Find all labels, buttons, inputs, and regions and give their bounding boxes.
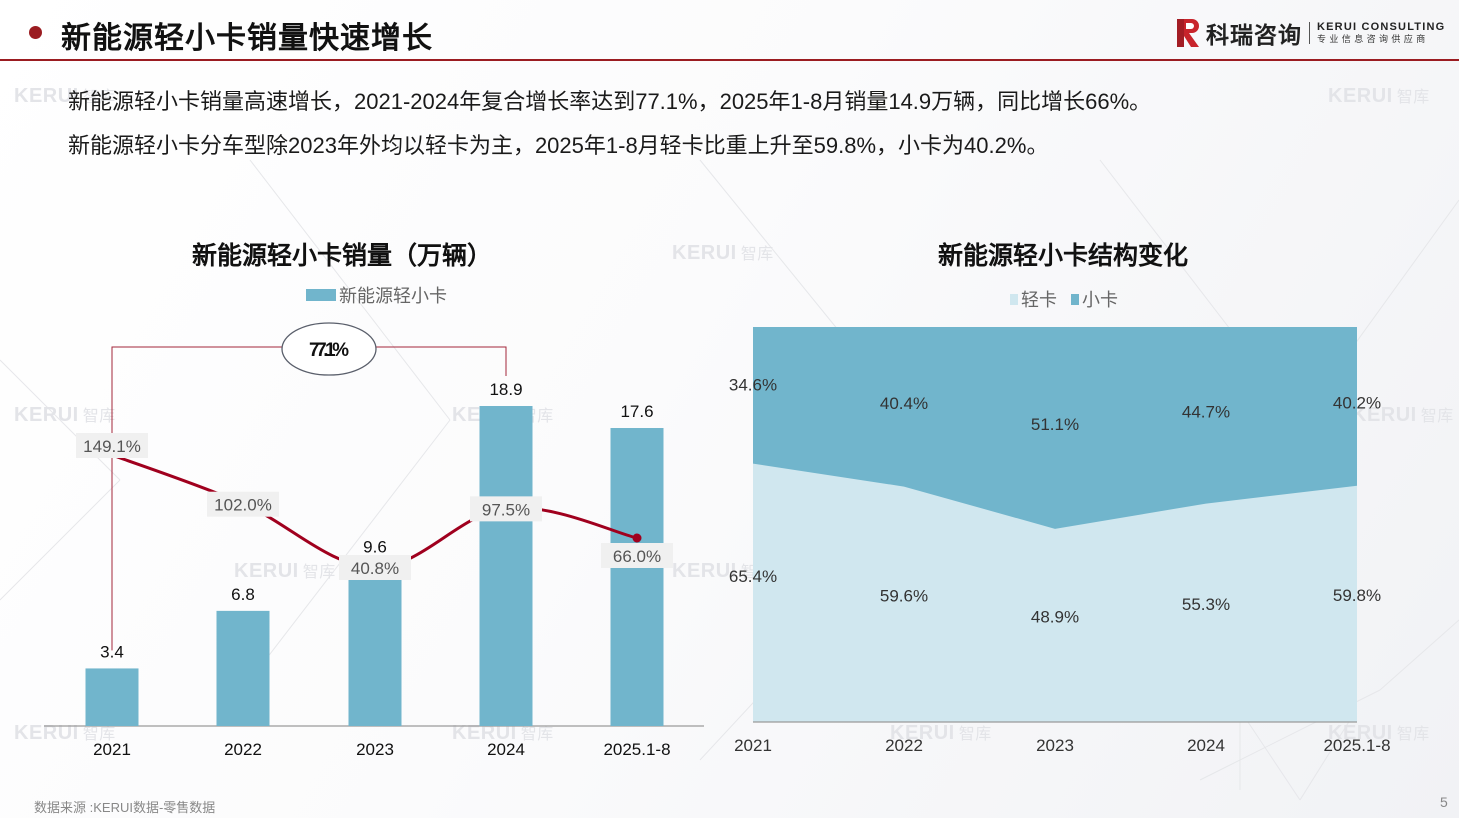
- cagr-badge: [281, 322, 377, 376]
- logo-divider: [1309, 22, 1310, 44]
- bar: [216, 610, 270, 726]
- structure-chart-title: 新能源轻小卡结构变化: [938, 242, 1189, 270]
- summary-line: 新能源轻小卡销量高速增长，2021-2024年复合增长率达到77.1%，2025…: [68, 89, 1152, 114]
- area-light-truck: [753, 463, 1357, 722]
- bar: [85, 668, 139, 726]
- x-tick-label: 2022: [885, 736, 923, 755]
- growth-rate-label: 102.0%: [214, 496, 272, 515]
- mini-truck-share-label: 40.2%: [1333, 393, 1381, 412]
- x-tick-label: 2023: [356, 740, 394, 759]
- light-truck-share-label: 48.9%: [1031, 607, 1079, 626]
- summary-line: 新能源轻小卡分车型除2023年外均以轻卡为主，2025年1-8月轻卡比重上升至5…: [68, 133, 1049, 158]
- bullet-icon: [29, 26, 42, 39]
- bar: [479, 406, 533, 726]
- mini-truck-share-label: 44.7%: [1182, 402, 1230, 421]
- light-truck-share-label: 59.8%: [1333, 586, 1381, 605]
- sales-chart-legend: 新能源轻小卡: [306, 282, 447, 308]
- legend-swatch: [306, 289, 336, 301]
- bar-value-label: 6.8: [231, 585, 255, 604]
- growth-label-bg: [601, 543, 673, 568]
- logo-tagline: 专业信息咨询供应商: [1317, 34, 1429, 44]
- data-source-note: 数据来源 :KERUI数据-零售数据: [34, 800, 216, 815]
- x-tick-label: 2021: [93, 740, 131, 759]
- kerui-logo-icon: [1177, 19, 1201, 47]
- slide-header: 新能源轻小卡销量快速增长 科瑞咨询 KERUI CONSULTING 专业信息咨…: [0, 0, 1459, 62]
- light-truck-share-label: 65.4%: [729, 567, 777, 586]
- company-logo: 科瑞咨询 KERUI CONSULTING 专业信息咨询供应商: [1177, 18, 1445, 48]
- light-truck-share-label: 59.6%: [880, 586, 928, 605]
- growth-label-bg: [76, 433, 148, 458]
- light-truck-share-label: 55.3%: [1182, 595, 1230, 614]
- x-tick-label: 2024: [1187, 736, 1225, 755]
- mini-truck-share-label: 40.4%: [880, 394, 928, 413]
- legend-label: 轻卡: [1021, 290, 1057, 310]
- growth-rate-label: 40.8%: [351, 559, 399, 578]
- growth-label-bg: [470, 496, 542, 522]
- legend-swatch-light: [1010, 293, 1018, 305]
- growth-rate-label: 149.1%: [83, 437, 141, 456]
- bar-value-label: 3.4: [100, 642, 124, 661]
- growth-line-endpoint: [632, 533, 642, 543]
- bar-value-label: 9.6: [363, 537, 387, 556]
- header-divider: [0, 59, 1459, 61]
- bar: [348, 563, 402, 726]
- structure-chart-legend: 轻卡 小卡: [1010, 286, 1118, 312]
- legend-label: 小卡: [1082, 290, 1118, 310]
- summary-text: 新能源轻小卡销量高速增长，2021-2024年复合增长率达到77.1%，2025…: [68, 80, 1151, 168]
- growth-label-bg: [207, 491, 279, 517]
- legend-swatch-mini: [1071, 293, 1079, 305]
- x-tick-label: 2022: [224, 740, 262, 759]
- growth-rate-label: 97.5%: [482, 500, 530, 519]
- x-tick-label: 2025.1-8: [603, 740, 670, 759]
- logo-name-cn: 科瑞咨询: [1206, 22, 1302, 48]
- bar-value-label: 17.6: [620, 402, 653, 421]
- cagr-label: 77.1%: [309, 340, 349, 361]
- x-tick-label: 2023: [1036, 736, 1074, 755]
- page-number: 5: [1440, 794, 1448, 810]
- growth-label-bg: [339, 555, 411, 580]
- logo-name-en: KERUI CONSULTING: [1317, 21, 1446, 33]
- mini-truck-share-label: 51.1%: [1031, 415, 1079, 434]
- x-tick-label: 2024: [487, 740, 525, 759]
- mini-truck-share-label: 34.6%: [729, 375, 777, 394]
- bar-value-label: 18.9: [489, 380, 522, 399]
- sales-chart-title: 新能源轻小卡销量（万辆）: [192, 242, 493, 270]
- legend-label: 新能源轻小卡: [339, 286, 447, 306]
- x-tick-label: 2025.1-8: [1323, 736, 1390, 755]
- x-tick-label: 2021: [734, 736, 772, 755]
- page-title: 新能源轻小卡销量快速增长: [61, 22, 433, 55]
- bar: [610, 428, 664, 726]
- growth-rate-label: 66.0%: [613, 547, 661, 566]
